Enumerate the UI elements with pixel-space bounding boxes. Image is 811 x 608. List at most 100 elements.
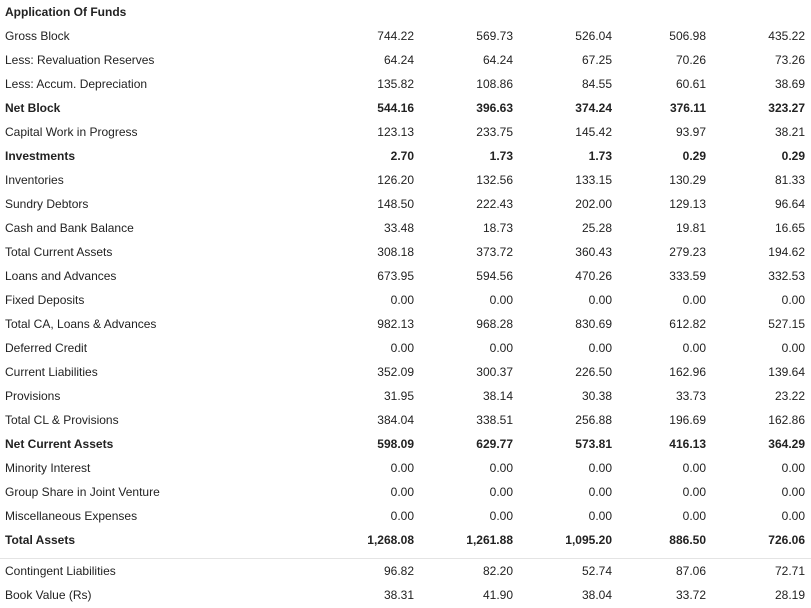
value-cell: 376.11 (669, 101, 706, 115)
value-cell: 38.31 (383, 588, 414, 602)
row-label: Net Block (5, 101, 61, 115)
value-cell: 1,261.88 (466, 533, 513, 547)
value-cell: 194.62 (768, 245, 805, 259)
value-cell: 33.73 (675, 389, 706, 403)
value-cell: 139.64 (768, 365, 805, 379)
value-cell: 162.96 (669, 365, 706, 379)
table-row-provisions: Provisions 31.95 38.14 30.38 33.73 23.22 (0, 384, 811, 408)
value-cell: 0.00 (682, 509, 706, 523)
value-cell: 338.51 (476, 413, 513, 427)
value-cell: 0.00 (489, 341, 513, 355)
row-label: Cash and Bank Balance (5, 221, 134, 235)
table-row-less-accum-depreciation: Less: Accum. Depreciation 135.82 108.86 84.… (0, 72, 811, 96)
value-cell: 18.73 (482, 221, 513, 235)
value-cell: 0.00 (682, 293, 706, 307)
value-cell: 526.04 (575, 29, 612, 43)
table-row-book-value-rs: Book Value (Rs) 38.31 41.90 38.04 33.72 28.19 (0, 583, 811, 607)
table-row-current-liabilities: Current Liabilities 352.09 300.37 226.50 162… (0, 360, 811, 384)
row-label: Fixed Deposits (5, 293, 85, 307)
section-title: Application Of Funds (5, 5, 127, 19)
value-cell: 0.00 (682, 485, 706, 499)
value-cell: 162.86 (768, 413, 805, 427)
value-cell: 360.43 (575, 245, 612, 259)
value-cell: 202.00 (575, 197, 612, 211)
table-row-total-current-assets: Total Current Assets 308.18 373.72 360.43 27… (0, 240, 811, 264)
value-cell: 1,095.20 (565, 533, 612, 547)
row-label: Less: Revaluation Reserves (5, 53, 155, 67)
value-cell: 96.82 (383, 564, 414, 578)
value-cell: 41.90 (482, 588, 513, 602)
value-cell: 67.25 (581, 53, 612, 67)
value-cell: 435.22 (768, 29, 805, 43)
value-cell: 0.00 (588, 461, 612, 475)
row-label: Provisions (5, 389, 61, 403)
table-row-capital-work-in-progress: Capital Work in Progress 123.13 233.75 145.… (0, 120, 811, 144)
value-cell: 0.00 (489, 461, 513, 475)
value-cell: 0.00 (390, 461, 414, 475)
value-cell: 0.00 (682, 341, 706, 355)
value-cell: 0.00 (781, 461, 805, 475)
value-cell: 38.69 (774, 77, 805, 91)
value-cell: 38.14 (482, 389, 513, 403)
value-cell: 300.37 (476, 365, 513, 379)
value-cell: 373.72 (476, 245, 513, 259)
value-cell: 133.15 (575, 173, 612, 187)
value-cell: 233.75 (476, 125, 513, 139)
value-cell: 1.73 (588, 149, 612, 163)
row-label: Loans and Advances (5, 269, 117, 283)
value-cell: 33.48 (383, 221, 414, 235)
row-label: Capital Work in Progress (5, 125, 138, 139)
value-cell: 132.56 (476, 173, 513, 187)
value-cell: 352.09 (377, 365, 414, 379)
row-label: Deferred Credit (5, 341, 88, 355)
row-label: Total CL & Provisions (5, 413, 119, 427)
value-cell: 16.65 (774, 221, 805, 235)
value-cell: 93.97 (675, 125, 706, 139)
table-row-less-revaluation-reserves: Less: Revaluation Reserves 64.24 64.24 67.2… (0, 48, 811, 72)
value-cell: 384.04 (377, 413, 414, 427)
value-cell: 70.26 (675, 53, 706, 67)
value-cell: 30.38 (581, 389, 612, 403)
value-cell: 96.64 (774, 197, 805, 211)
value-cell: 0.29 (781, 149, 805, 163)
value-cell: 332.53 (768, 269, 805, 283)
table-row-group-share-in-joint-venture: Group Share in Joint Venture 0.00 0.00 0.00… (0, 480, 811, 504)
value-cell: 416.13 (669, 437, 706, 451)
table-row-fixed-deposits: Fixed Deposits 0.00 0.00 0.00 0.00 0.00 (0, 288, 811, 312)
value-cell: 82.20 (482, 564, 513, 578)
value-cell: 0.00 (781, 485, 805, 499)
value-cell: 19.81 (675, 221, 706, 235)
value-cell: 0.00 (781, 509, 805, 523)
value-cell: 123.13 (377, 125, 414, 139)
value-cell: 0.00 (390, 293, 414, 307)
value-cell: 148.50 (377, 197, 414, 211)
value-cell: 145.42 (575, 125, 612, 139)
row-label: Current Liabilities (5, 365, 98, 379)
value-cell: 279.23 (669, 245, 706, 259)
value-cell: 0.00 (390, 485, 414, 499)
table-row-total-cl-and-provisions: Total CL & Provisions 384.04 338.51 256.88 1… (0, 408, 811, 432)
table-row-gross-block: Gross Block 744.22 569.73 526.04 506.98 435.2… (0, 24, 811, 48)
row-label: Gross Block (5, 29, 70, 43)
value-cell: 0.00 (682, 461, 706, 475)
table-row-miscellaneous-expenses: Miscellaneous Expenses 0.00 0.00 0.00 0.00 0.… (0, 504, 811, 528)
table-row-minority-interest: Minority Interest 0.00 0.00 0.00 0.00 0.00 (0, 456, 811, 480)
table-row-contingent-liabilities: Contingent Liabilities 96.82 82.20 52.74 87.… (0, 559, 811, 584)
table-row-sundry-debtors: Sundry Debtors 148.50 222.43 202.00 129.13 96… (0, 192, 811, 216)
value-cell: 31.95 (383, 389, 414, 403)
value-cell: 470.26 (575, 269, 612, 283)
row-label: Sundry Debtors (5, 197, 89, 211)
table-row-net-block: Net Block 544.16 396.63 374.24 376.11 323.27 (0, 96, 811, 120)
value-cell: 72.71 (774, 564, 805, 578)
value-cell: 87.06 (675, 564, 706, 578)
value-cell: 129.13 (669, 197, 706, 211)
value-cell: 23.22 (774, 389, 805, 403)
row-label: Less: Accum. Depreciation (5, 77, 148, 91)
row-label: Investments (5, 149, 76, 163)
value-cell: 594.56 (476, 269, 513, 283)
value-cell: 256.88 (575, 413, 612, 427)
row-label: Group Share in Joint Venture (5, 485, 160, 499)
table-row-cash-and-bank-balance: Cash and Bank Balance 33.48 18.73 25.28 19.8… (0, 216, 811, 240)
